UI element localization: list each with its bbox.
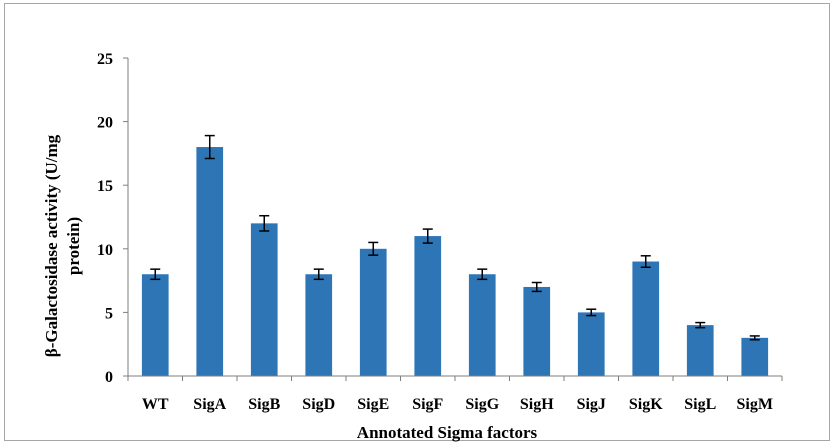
x-tick-label-sigd: SigD (302, 396, 335, 413)
error-bar-sigg (477, 268, 488, 281)
x-tick-label-sigk: SigK (629, 396, 663, 413)
y-axis-title-line-2: protein) (64, 217, 83, 275)
error-bar-wt (150, 268, 161, 281)
x-tick-label-sigg: SigG (465, 396, 499, 413)
x-tick-label-sigh: SigH (520, 396, 554, 413)
bar-sigf (414, 236, 442, 376)
error-bar-siga (204, 134, 215, 160)
error-bar-sigl (695, 321, 706, 329)
error-bar-sigk (640, 255, 651, 268)
x-tick-label-wt: WT (142, 396, 169, 413)
x-tick-labels: WT SigA SigB SigD SigE SigF SigG SigH SigJ SigK Si… (142, 396, 773, 413)
error-bar-sigb (259, 214, 270, 232)
x-tick-label-sigl: SigL (684, 396, 716, 413)
y-tick-label-10: 10 (97, 242, 113, 259)
bar-sigh (523, 286, 551, 376)
bar-sigj (577, 312, 605, 376)
y-tick-label-0: 0 (105, 369, 113, 386)
axes-group (123, 57, 783, 381)
y-tick-labels: 0 5 10 15 20 25 (97, 51, 113, 386)
bar-sigk (632, 261, 660, 376)
y-axis-title: β-Galactosidase activity (U/mg protein) (42, 134, 83, 357)
bars-group (141, 147, 769, 376)
x-tick-label-sigj: SigJ (577, 396, 606, 413)
y-axis-title-line-1: β-Galactosidase activity (U/mg (42, 134, 61, 357)
error-bar-sige (368, 241, 379, 256)
error-bar-sigh (531, 281, 542, 293)
y-tick-label-15: 15 (97, 178, 113, 195)
error-bar-sigf (422, 228, 433, 244)
x-tick-label-sigf: SigF (412, 396, 443, 413)
x-axis-title: Annotated Sigma factors (357, 423, 538, 442)
x-tick-label-sigb: SigB (248, 396, 280, 413)
error-bar-sigj (586, 308, 597, 317)
bar-wt (141, 274, 169, 376)
x-tick-label-sige: SigE (357, 396, 389, 413)
error-bar-sigd (313, 268, 324, 281)
bar-siga (196, 147, 224, 376)
bar-sigb (250, 223, 278, 376)
bar-sigl (686, 325, 714, 376)
bar-sigd (305, 274, 333, 376)
y-tick-label-5: 5 (105, 305, 113, 322)
x-tick-label-sigm: SigM (737, 396, 773, 413)
x-tick-label-siga: SigA (193, 396, 226, 413)
bar-sigm (741, 337, 769, 376)
error-bars-group (150, 134, 760, 341)
y-tick-label-20: 20 (97, 115, 113, 132)
error-bar-sigm (749, 335, 760, 341)
bar-sige (359, 248, 387, 376)
bar-sigg (468, 274, 496, 376)
y-tick-label-25: 25 (97, 51, 113, 68)
